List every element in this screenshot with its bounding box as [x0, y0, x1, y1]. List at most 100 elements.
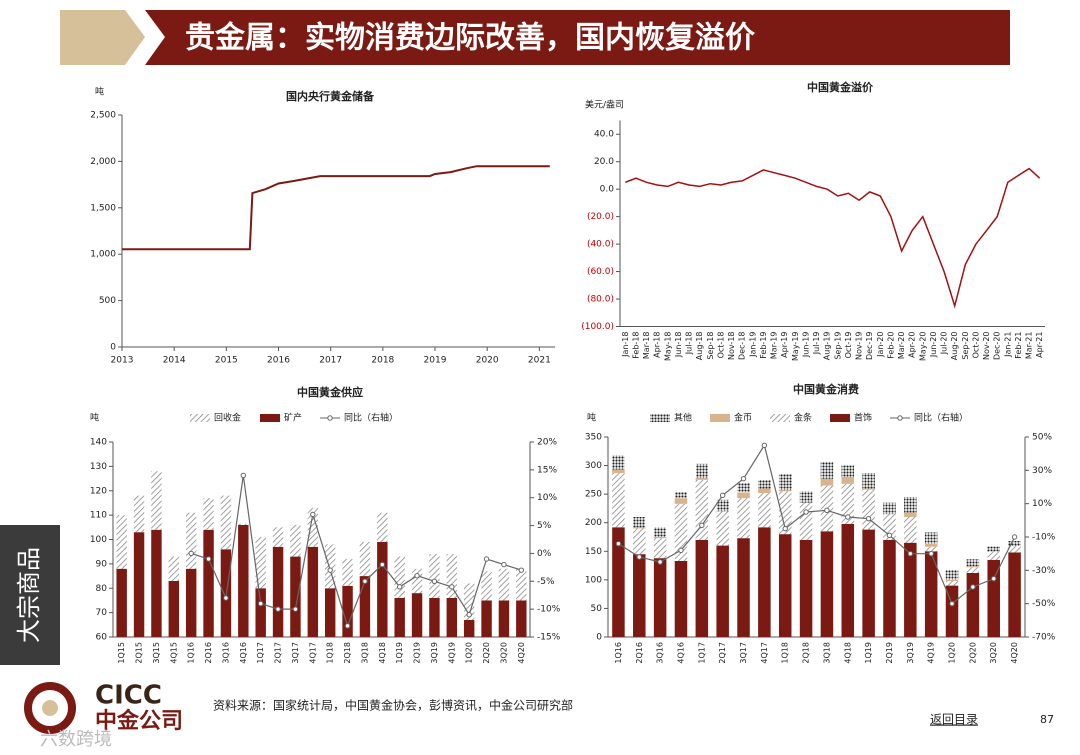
bar-segment [394, 556, 405, 598]
x-tick-label: 4Q15 [169, 642, 178, 664]
y2-tick-label: 30% [1032, 466, 1052, 476]
y-tick-label: (100.0) [581, 322, 614, 332]
bar-segment [716, 511, 729, 546]
bar-segment [924, 546, 938, 552]
bar-segment [168, 556, 180, 581]
x-tick-label: 4Q18 [378, 642, 387, 664]
line-marker [907, 550, 914, 557]
bar-segment [307, 546, 319, 637]
y-tick-label: 70 [96, 608, 108, 618]
bar-segment [945, 569, 959, 580]
bar-segment [238, 523, 249, 525]
bar-segment [411, 568, 423, 594]
sidebar [0, 525, 60, 665]
bar-segment [1008, 545, 1021, 553]
bar-segment [758, 488, 771, 493]
x-tick-label: 4Q18 [843, 642, 852, 664]
bar-segment [612, 455, 625, 470]
bar-segment [359, 576, 371, 637]
bar-segment [290, 556, 301, 637]
line-marker [518, 567, 525, 573]
bar-segment [238, 524, 249, 637]
bar-segment [481, 571, 492, 601]
y2-tick-label: -50% [1032, 599, 1056, 609]
bar-segment [862, 473, 875, 489]
bar-segment [695, 479, 709, 540]
x-tick-label: Feb-18 [631, 332, 640, 359]
legend-swatch [770, 414, 790, 422]
bar-segment [1008, 541, 1021, 546]
bar-segment [924, 532, 938, 544]
x-tick-label: Jun-18 [674, 332, 683, 359]
y-tick-label: 90 [96, 559, 108, 569]
y-tick-label: 350 [585, 433, 602, 443]
bar-segment [716, 545, 729, 637]
line-marker [275, 606, 281, 612]
bar-segment [924, 543, 938, 547]
x-tick-label: 4Q19 [447, 642, 456, 664]
bar-segment [516, 568, 527, 601]
bar-segment [653, 538, 667, 559]
logo-dot [42, 700, 58, 716]
bar-segment [307, 507, 319, 547]
bar-segment [987, 551, 1000, 560]
line-marker [928, 550, 934, 557]
x-tick-label: 1Q16 [614, 642, 623, 664]
bar-segment [116, 568, 127, 637]
back-link[interactable]: 返回目录 [930, 713, 978, 727]
bar-segment [653, 537, 667, 539]
y-tick-label: (60.0) [587, 267, 614, 277]
bar-segment [394, 598, 405, 637]
bar-segment [612, 469, 625, 473]
y-tick-label: 110 [90, 511, 107, 521]
line-marker [327, 567, 333, 573]
bar-segment [841, 477, 855, 484]
bar-segment [778, 534, 792, 637]
bar-segment [255, 537, 266, 589]
x-tick-label: 3Q17 [739, 642, 748, 664]
bar-segment [463, 583, 475, 620]
legend-label: 金条 [794, 412, 812, 424]
y-tick-label: 200 [585, 518, 602, 528]
line-marker [970, 584, 976, 590]
x-tick-label: Feb-19 [759, 332, 768, 359]
bar-segment [904, 497, 917, 513]
line-marker [699, 522, 705, 529]
line-marker [1011, 534, 1018, 540]
y-tick-label: (40.0) [587, 240, 614, 250]
line-marker [379, 561, 386, 568]
line-marker [431, 578, 438, 584]
bar-segment [674, 498, 688, 504]
legend-swatch [830, 414, 850, 422]
x-tick-label: May-20 [918, 332, 927, 361]
bar-segment [737, 538, 750, 637]
bar-segment [924, 551, 938, 637]
y2-tick-label: -15% [537, 633, 561, 643]
data-line [618, 443, 1016, 605]
legend-swatch [260, 414, 280, 422]
x-tick-label: 3Q16 [656, 642, 665, 664]
x-tick-label: Apr-18 [653, 332, 662, 358]
x-tick-label: 3Q18 [360, 642, 369, 664]
bar-segment [633, 554, 646, 637]
x-tick-label: Sep-20 [961, 332, 970, 360]
x-tick-label: Oct-20 [971, 332, 980, 359]
x-tick-label: 2021 [528, 356, 551, 366]
x-tick-label: Jul-20 [940, 332, 949, 356]
x-tick-label: Mar-19 [770, 332, 779, 360]
line-marker [803, 509, 809, 515]
bar-segment [612, 473, 625, 528]
x-tick-label: 1Q19 [864, 642, 873, 664]
legend-swatch [190, 414, 210, 422]
x-tick-label: Jan-19 [748, 332, 757, 358]
bar-segment [133, 532, 145, 637]
bar-segment [966, 567, 980, 573]
x-tick-label: 2Q16 [635, 642, 644, 664]
x-tick-label: 3Q20 [989, 642, 998, 664]
y-tick-label: 50 [591, 604, 603, 614]
line-marker [223, 595, 229, 601]
x-tick-label: 2015 [215, 356, 238, 366]
x-tick-label: 2016 [267, 356, 290, 366]
x-tick-label: 2Q16 [204, 642, 213, 664]
